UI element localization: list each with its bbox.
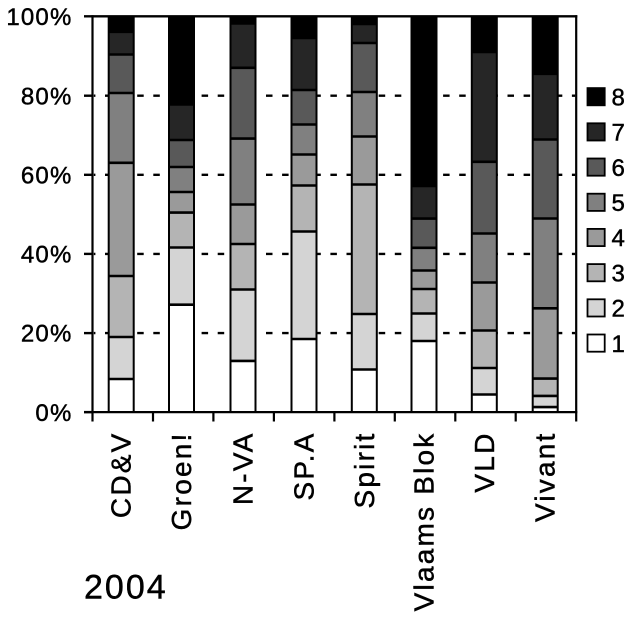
svg-text:7: 7: [612, 120, 625, 147]
svg-text:N-VA: N-VA: [228, 432, 259, 506]
svg-text:4: 4: [612, 225, 625, 252]
svg-text:80%: 80%: [21, 83, 73, 110]
svg-text:0%: 0%: [35, 400, 72, 427]
svg-text:2004: 2004: [84, 568, 168, 606]
svg-text:5: 5: [612, 190, 625, 217]
svg-text:Groen!: Groen!: [166, 432, 197, 531]
svg-text:1: 1: [612, 331, 625, 358]
svg-text:6: 6: [612, 155, 625, 182]
svg-text:VLD: VLD: [469, 432, 500, 493]
svg-text:Spirit: Spirit: [349, 432, 380, 509]
svg-text:Vlaams Blok: Vlaams Blok: [409, 432, 440, 612]
svg-text:3: 3: [612, 260, 625, 287]
svg-text:SP.A: SP.A: [289, 432, 320, 501]
svg-text:100%: 100%: [6, 4, 72, 31]
svg-text:60%: 60%: [21, 162, 73, 189]
svg-text:CD&V: CD&V: [106, 432, 137, 519]
svg-text:Vivant: Vivant: [530, 432, 561, 523]
svg-text:8: 8: [612, 84, 625, 111]
svg-text:2: 2: [612, 296, 625, 323]
svg-text:20%: 20%: [21, 321, 73, 348]
svg-text:40%: 40%: [21, 242, 73, 269]
